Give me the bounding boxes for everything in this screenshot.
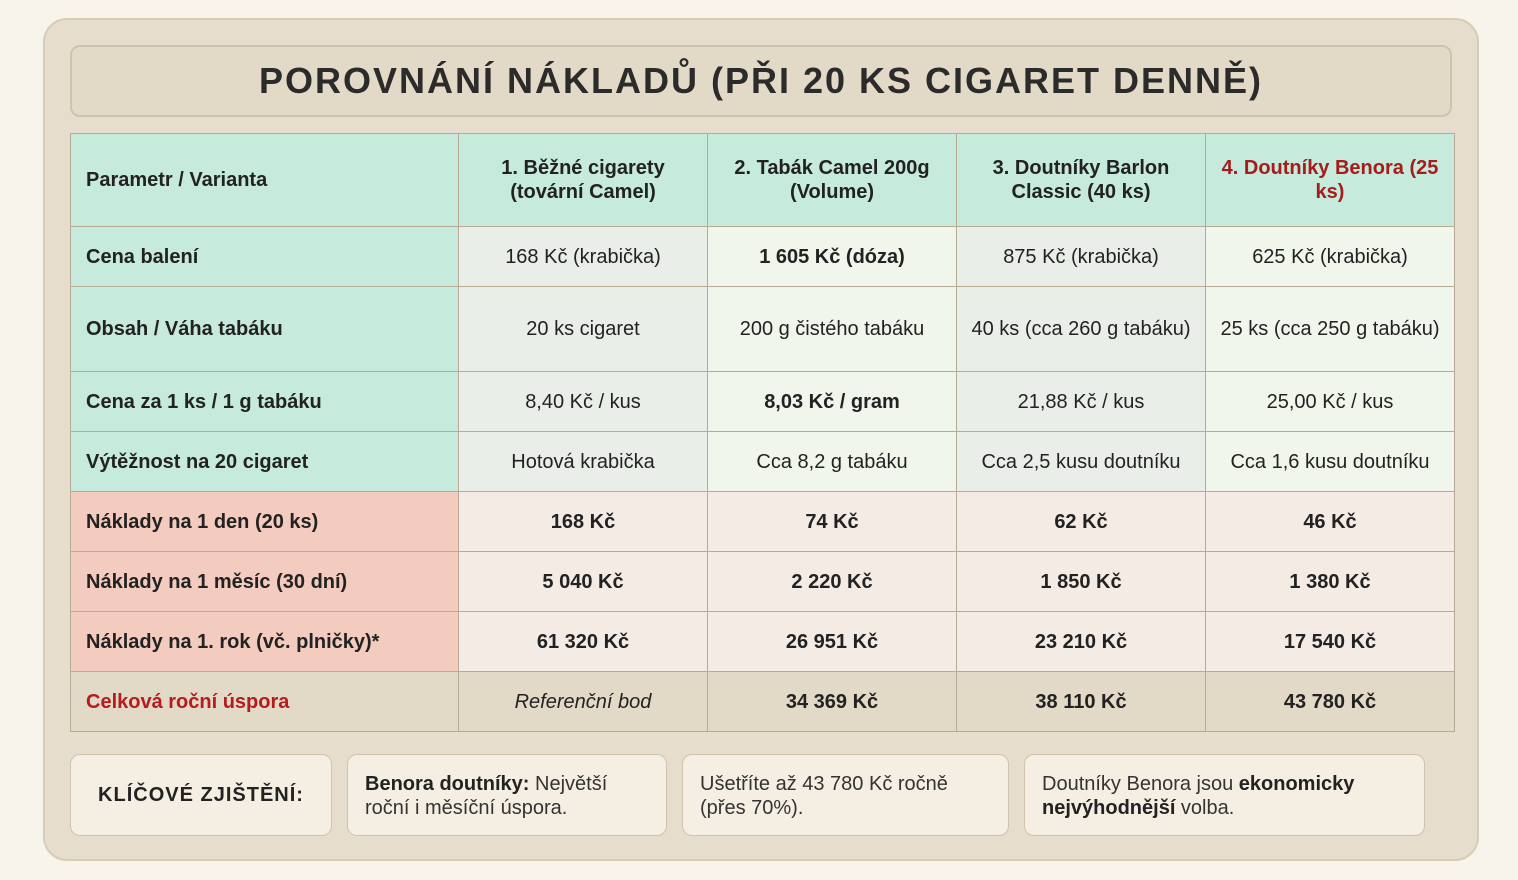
row-label: Obsah / Váha tabáku bbox=[70, 286, 459, 372]
finding-3-pre: Doutníky Benora jsou bbox=[1042, 773, 1239, 795]
finding-1-bold: Benora doutníky: bbox=[365, 773, 530, 795]
row-label: Cena balení bbox=[70, 226, 459, 287]
table-cell: 46 Kč bbox=[1205, 491, 1455, 552]
comparison-table: Parametr / Varianta 1. Běžné cigarety (t… bbox=[70, 133, 1455, 732]
table-cell: Cca 8,2 g tabáku bbox=[707, 431, 957, 492]
row-label: Cena za 1 ks / 1 g tabáku bbox=[70, 371, 459, 432]
table-cell: 26 951 Kč bbox=[707, 611, 957, 672]
finding-3-bold: ekonomicky nejvýhodnější bbox=[1042, 773, 1355, 819]
finding-1-text: Největší roční i měsíční úspora. bbox=[365, 773, 608, 819]
table-cell: 8,03 Kč / gram bbox=[707, 371, 957, 432]
table-row: Cena balení 168 Kč (krabička) 1 605 Kč (… bbox=[70, 226, 1455, 287]
table-cell: 38 110 Kč bbox=[956, 671, 1206, 732]
finding-3-post: volba. bbox=[1175, 797, 1235, 819]
page-title: POROVNÁNÍ NÁKLADŮ (PŘI 20 KS CIGARET DEN… bbox=[258, 60, 1264, 101]
table-cell: 5 040 Kč bbox=[458, 551, 708, 612]
table-cell: Hotová krabička bbox=[458, 431, 708, 492]
table-cell: 875 Kč (krabička) bbox=[956, 226, 1206, 287]
row-label: Náklady na 1 měsíc (30 dní) bbox=[70, 551, 459, 612]
row-label: Náklady na 1. rok (vč. plničky)* bbox=[70, 611, 459, 672]
row-label: Výtěžnost na 20 cigaret bbox=[70, 431, 459, 492]
table-row: Náklady na 1 den (20 ks) 168 Kč 74 Kč 62… bbox=[70, 491, 1455, 552]
key-findings-label: KLÍČOVÉ ZJIŠTĚNÍ: bbox=[70, 754, 332, 836]
table-row: Obsah / Váha tabáku 20 ks cigaret 200 g … bbox=[70, 286, 1455, 372]
table-cell: 43 780 Kč bbox=[1205, 671, 1455, 732]
table-cell: 1 380 Kč bbox=[1205, 551, 1455, 612]
table-row: Cena za 1 ks / 1 g tabáku 8,40 Kč / kus … bbox=[70, 371, 1455, 432]
header-cell-parameter: Parametr / Varianta bbox=[70, 133, 459, 227]
title-banner: POROVNÁNÍ NÁKLADŮ (PŘI 20 KS CIGARET DEN… bbox=[70, 45, 1452, 117]
table-cell: 25 ks (cca 250 g tabáku) bbox=[1205, 286, 1455, 372]
table-cell: 34 369 Kč bbox=[707, 671, 957, 732]
table-row: Náklady na 1. rok (vč. plničky)* 61 320 … bbox=[70, 611, 1455, 672]
table-cell: 23 210 Kč bbox=[956, 611, 1206, 672]
table-cell: 1 850 Kč bbox=[956, 551, 1206, 612]
finding-box-benora: Benora doutníky: Největší roční i měsíčn… bbox=[347, 754, 667, 836]
finding-box-savings: Ušetříte až 43 780 Kč ročně (přes 70%). bbox=[682, 754, 1009, 836]
table-cell: 74 Kč bbox=[707, 491, 957, 552]
finding-box-conclusion: Doutníky Benora jsou ekonomicky nejvýhod… bbox=[1024, 754, 1425, 836]
table-cell: 168 Kč (krabička) bbox=[458, 226, 708, 287]
table-row: Celková roční úspora Referenční bod 34 3… bbox=[70, 671, 1455, 732]
table-header-row: Parametr / Varianta 1. Běžné cigarety (t… bbox=[70, 133, 1455, 227]
table-cell: 61 320 Kč bbox=[458, 611, 708, 672]
row-label: Celková roční úspora bbox=[70, 671, 459, 732]
table-cell: 21,88 Kč / kus bbox=[956, 371, 1206, 432]
table-cell: 25,00 Kč / kus bbox=[1205, 371, 1455, 432]
table-cell: 17 540 Kč bbox=[1205, 611, 1455, 672]
table-cell: 20 ks cigaret bbox=[458, 286, 708, 372]
table-cell: 8,40 Kč / kus bbox=[458, 371, 708, 432]
table-row: Výtěžnost na 20 cigaret Hotová krabička … bbox=[70, 431, 1455, 492]
table-row: Náklady na 1 měsíc (30 dní) 5 040 Kč 2 2… bbox=[70, 551, 1455, 612]
table-cell: 62 Kč bbox=[956, 491, 1206, 552]
table-cell: 2 220 Kč bbox=[707, 551, 957, 612]
table-cell: Referenční bod bbox=[458, 671, 708, 732]
table-cell: 1 605 Kč (dóza) bbox=[707, 226, 957, 287]
header-cell-cigarettes: 1. Běžné cigarety (tovární Camel) bbox=[458, 133, 708, 227]
header-cell-tobacco: 2. Tabák Camel 200g (Volume) bbox=[707, 133, 957, 227]
table-cell: 168 Kč bbox=[458, 491, 708, 552]
table-cell: Cca 2,5 kusu doutníku bbox=[956, 431, 1206, 492]
table-cell: 40 ks (cca 260 g tabáku) bbox=[956, 286, 1206, 372]
header-cell-barlon: 3. Doutníky Barlon Classic (40 ks) bbox=[956, 133, 1206, 227]
table-cell: Cca 1,6 kusu doutníku bbox=[1205, 431, 1455, 492]
row-label: Náklady na 1 den (20 ks) bbox=[70, 491, 459, 552]
table-cell: 200 g čistého tabáku bbox=[707, 286, 957, 372]
header-cell-benora: 4. Doutníky Benora (25 ks) bbox=[1205, 133, 1455, 227]
finding-2-text: Ušetříte až 43 780 Kč ročně (přes 70%). bbox=[700, 773, 948, 819]
table-cell: 625 Kč (krabička) bbox=[1205, 226, 1455, 287]
